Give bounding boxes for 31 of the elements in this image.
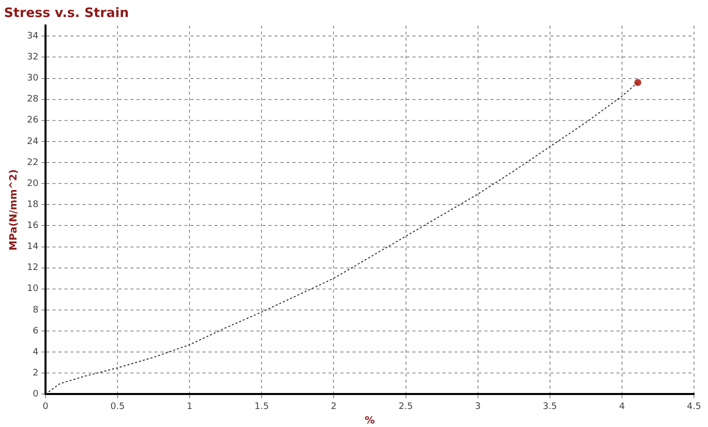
x-tick-label: 1.5 (254, 402, 269, 412)
y-tick-label: 16 (27, 221, 39, 232)
y-tick-label: 12 (27, 263, 38, 274)
y-tick-label: 28 (27, 94, 39, 105)
x-tick-label: 0.5 (110, 402, 125, 412)
x-axis-title: % (364, 416, 375, 427)
y-tick-label: 32 (27, 52, 38, 63)
y-tick-label: 4 (32, 347, 39, 358)
y-tick-label: 6 (32, 326, 39, 336)
y-tick-label: 30 (27, 74, 39, 84)
y-tick-label: 26 (27, 116, 39, 126)
y-tick-label: 34 (27, 31, 39, 42)
y-tick-label: 24 (27, 136, 39, 147)
y-tick-label: 8 (32, 305, 39, 316)
y-tick-label: 10 (27, 284, 39, 294)
y-tick-label: 20 (27, 178, 39, 189)
y-tick-label: 14 (27, 242, 39, 252)
y-tick-label: 18 (27, 200, 39, 210)
x-tick-label: 3 (474, 402, 481, 412)
x-tick-label: 0 (42, 402, 49, 412)
x-tick-label: 4.5 (686, 402, 702, 412)
x-tick-label: 2.5 (398, 402, 413, 412)
y-tick-label: 0 (32, 390, 39, 400)
y-tick-label: 2 (32, 368, 38, 378)
y-axis-title: MPa(N/mm^2) (8, 169, 20, 250)
y-tick-label: 22 (27, 158, 38, 168)
x-tick-label: 1 (186, 402, 192, 412)
x-tick-label: 4 (619, 402, 626, 412)
x-tick-label: 3.5 (542, 402, 558, 412)
x-tick-label: 2 (330, 402, 337, 412)
chart-title: Stress v.s. Strain (4, 6, 129, 22)
